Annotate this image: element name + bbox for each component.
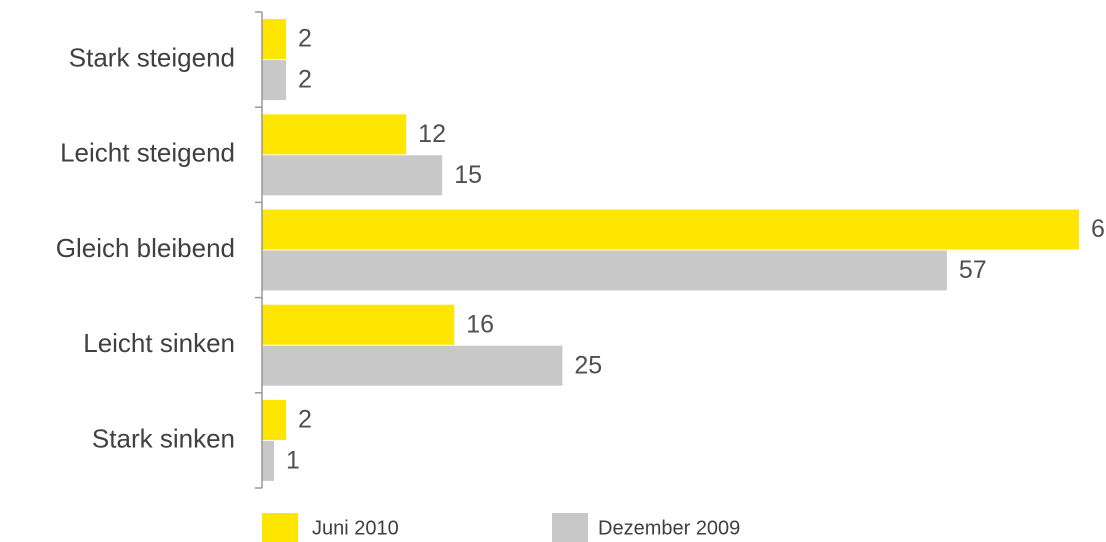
legend-label: Dezember 2009 <box>598 517 740 539</box>
bar <box>262 209 1079 250</box>
data-label: 16 <box>466 310 494 338</box>
bar <box>262 399 287 440</box>
bar <box>262 60 287 101</box>
legend-swatch <box>552 513 588 542</box>
y-tick-label: Leicht sinken <box>83 328 235 358</box>
bar <box>262 19 287 60</box>
data-label: 2 <box>298 406 312 434</box>
legend-swatch <box>262 513 298 542</box>
y-tick-label: Leicht steigend <box>60 138 235 168</box>
bar <box>262 155 443 196</box>
bar <box>262 114 407 155</box>
bar <box>262 304 455 345</box>
legend-label: Juni 2010 <box>312 517 399 539</box>
data-label: 68 <box>1091 215 1106 243</box>
data-label: 57 <box>959 256 987 284</box>
y-tick-label: Stark steigend <box>69 42 235 72</box>
data-label: 25 <box>574 351 602 379</box>
y-tick-label: Stark sinken <box>92 423 235 453</box>
data-label: 1 <box>286 447 300 475</box>
bar <box>262 345 563 386</box>
y-tick-label: Gleich bleibend <box>56 233 235 263</box>
bar <box>262 440 275 481</box>
data-label: 2 <box>298 25 312 53</box>
bar <box>262 250 947 291</box>
data-label: 15 <box>454 161 482 189</box>
data-label: 12 <box>418 120 446 148</box>
data-label: 2 <box>298 66 312 94</box>
